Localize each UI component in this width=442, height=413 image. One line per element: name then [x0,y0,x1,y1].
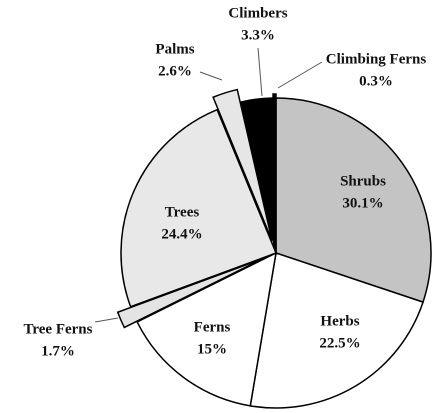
slice-label: Climbers [228,5,287,21]
leader-line [199,71,223,81]
slice-label: Palms [155,41,194,57]
leader-line [94,317,119,323]
leader-line [257,47,263,97]
slice-label: Climbing Ferns [326,51,427,67]
pie-slice [212,88,273,241]
slice-value-label: 22.5% [319,335,360,351]
pie-slice [120,108,277,308]
pie-slice [136,251,277,407]
slice-value-label: 2.6% [158,63,192,79]
slice-value-label: 1.7% [41,343,75,359]
slice-value-label: 30.1% [342,195,383,211]
pie-slice [116,257,264,329]
slice-label: Shrubs [340,173,386,189]
slice-value-label: 15% [197,341,227,357]
slice-value-label: 24.4% [161,226,202,242]
slice-label: Trees [165,204,200,220]
pie-slice [249,252,424,409]
slice-label: Herbs [320,313,359,329]
slice-value-label: 3.3% [241,27,275,43]
pie-slice [275,97,432,304]
slice-label: Ferns [194,319,231,335]
slice-label: Tree Ferns [23,321,92,337]
pie-slice [272,93,277,250]
slice-value-label: 0.3% [359,73,393,89]
leader-line [277,61,323,89]
